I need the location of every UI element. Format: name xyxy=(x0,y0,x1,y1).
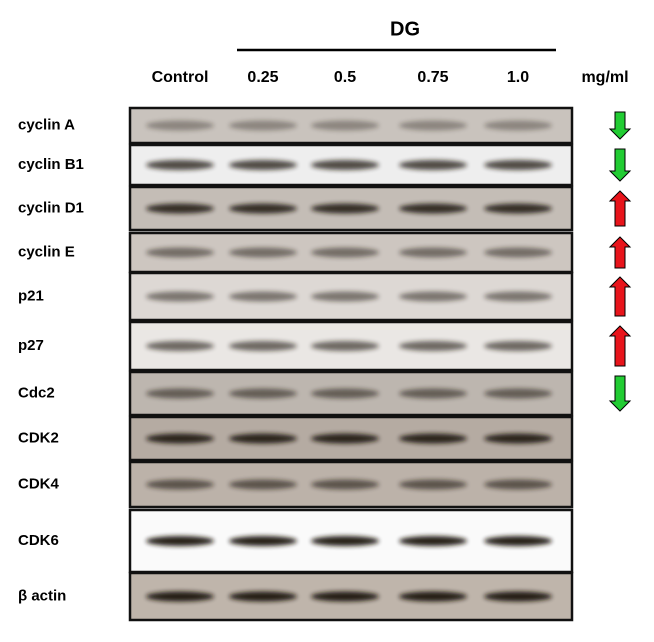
arrow-up xyxy=(608,325,632,367)
band xyxy=(311,247,379,258)
band xyxy=(311,160,379,170)
band xyxy=(311,536,379,546)
band xyxy=(229,388,297,399)
band xyxy=(399,247,467,258)
band xyxy=(229,291,297,302)
column-label: 0.75 xyxy=(417,69,448,86)
band xyxy=(146,247,214,258)
blot-row: cyclin A xyxy=(18,106,632,145)
column-label: 0.25 xyxy=(247,69,278,86)
band xyxy=(146,433,214,444)
band xyxy=(484,536,552,546)
band xyxy=(399,291,467,302)
band xyxy=(399,388,467,399)
band xyxy=(399,341,467,351)
arrow-down xyxy=(608,111,632,140)
band xyxy=(484,341,552,351)
arrow-up xyxy=(608,190,632,227)
band xyxy=(311,291,379,302)
row-label: p27 xyxy=(18,337,44,354)
band xyxy=(311,388,379,399)
band xyxy=(311,479,379,490)
blot-row: p27 xyxy=(18,320,632,372)
band xyxy=(399,536,467,546)
blot-row: CDK4 xyxy=(18,460,574,509)
band xyxy=(484,120,552,131)
band xyxy=(311,203,379,214)
arrow-down xyxy=(608,375,632,412)
band xyxy=(229,341,297,351)
arrow-down xyxy=(608,148,632,182)
band xyxy=(311,433,379,444)
band xyxy=(146,536,214,546)
blot-row: β actin xyxy=(18,571,574,622)
band xyxy=(229,479,297,490)
band xyxy=(399,479,467,490)
band xyxy=(146,341,214,351)
arrow-up xyxy=(608,236,632,269)
column-label: 0.5 xyxy=(334,69,356,86)
row-label: cyclin A xyxy=(18,116,75,133)
blot-row: p21 xyxy=(18,271,632,322)
band xyxy=(229,247,297,258)
band xyxy=(484,433,552,444)
band xyxy=(399,120,467,131)
band xyxy=(146,120,214,131)
band xyxy=(229,120,297,131)
blot-row: cyclin E xyxy=(18,231,632,274)
band xyxy=(229,433,297,444)
column-label: 1.0 xyxy=(507,69,529,86)
row-label: cyclin E xyxy=(18,243,75,260)
blot-row: CDK6 xyxy=(18,508,574,574)
band xyxy=(146,203,214,214)
arrow-up xyxy=(608,276,632,317)
band xyxy=(484,591,552,602)
unit-label: mg/ml xyxy=(581,69,628,86)
band xyxy=(399,203,467,214)
band xyxy=(146,479,214,490)
blot-row: cyclin B1 xyxy=(18,143,632,187)
band xyxy=(484,291,552,302)
group-label: DG xyxy=(390,18,420,40)
band xyxy=(484,479,552,490)
band xyxy=(484,247,552,258)
band xyxy=(311,591,379,602)
band xyxy=(399,591,467,602)
band xyxy=(311,341,379,351)
band xyxy=(146,388,214,399)
row-label: cyclin B1 xyxy=(18,156,84,173)
band xyxy=(229,160,297,170)
row-label: CDK2 xyxy=(18,429,59,446)
blot-row: cyclin D1 xyxy=(18,185,632,232)
band xyxy=(484,203,552,214)
band xyxy=(399,160,467,170)
column-label: Control xyxy=(152,69,209,86)
band xyxy=(484,160,552,170)
band xyxy=(229,591,297,602)
blot-row: Cdc2 xyxy=(18,370,632,417)
blot-row: CDK2 xyxy=(18,415,574,462)
row-label: β actin xyxy=(18,587,66,604)
row-label: p21 xyxy=(18,287,44,304)
band xyxy=(399,433,467,444)
band xyxy=(229,203,297,214)
band xyxy=(146,591,214,602)
row-label: Cdc2 xyxy=(18,384,55,401)
row-label: cyclin D1 xyxy=(18,199,84,216)
band xyxy=(146,160,214,170)
band xyxy=(484,388,552,399)
row-label: CDK6 xyxy=(18,532,59,549)
band xyxy=(229,536,297,546)
band xyxy=(311,120,379,131)
row-label: CDK4 xyxy=(18,475,59,492)
band xyxy=(146,291,214,302)
